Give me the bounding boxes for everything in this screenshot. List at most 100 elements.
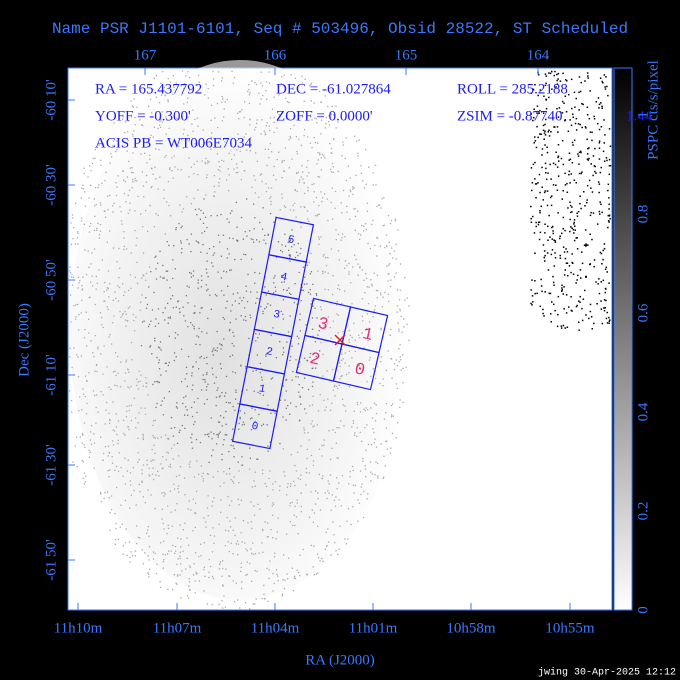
pixel [379, 382, 381, 385]
pixel [300, 300, 302, 302]
pixel [316, 215, 318, 217]
pixel [227, 168, 229, 170]
pixel [151, 112, 153, 114]
pixel [575, 282, 577, 284]
pixel [157, 322, 160, 324]
pixel [243, 319, 245, 321]
pixel [112, 140, 114, 142]
pixel [259, 508, 261, 510]
pixel [187, 414, 189, 416]
pixel [96, 364, 98, 366]
pixel [107, 445, 110, 447]
pixel [173, 488, 176, 490]
pixel [351, 303, 353, 305]
pixel [222, 234, 225, 236]
pixel [331, 105, 333, 108]
pixel [83, 483, 86, 485]
pixel [86, 345, 88, 347]
pixel [267, 536, 269, 538]
pixel [319, 350, 321, 352]
pixel [114, 543, 116, 545]
pixel [185, 395, 187, 397]
pixel [112, 444, 115, 446]
pixel [146, 464, 148, 466]
pixel [206, 363, 208, 365]
pixel [254, 485, 256, 487]
pixel [84, 249, 86, 251]
pixel [238, 482, 240, 484]
pixel [254, 217, 256, 219]
pixel [338, 259, 340, 261]
pixel [114, 370, 116, 372]
pixel [385, 369, 387, 371]
pixel [122, 313, 124, 315]
pixel [314, 503, 317, 505]
pixel [549, 196, 552, 199]
pixel [189, 77, 191, 79]
pixel [305, 324, 307, 326]
pixel [211, 505, 213, 507]
pixel [336, 387, 339, 390]
pixel [287, 241, 289, 244]
pixel [178, 145, 180, 147]
pixel [194, 552, 197, 554]
pixel [294, 575, 296, 577]
pixel [134, 550, 137, 552]
pixel [114, 291, 116, 293]
pixel [219, 241, 221, 243]
pixel [607, 226, 609, 229]
pixel [277, 517, 279, 519]
pixel [288, 254, 290, 257]
pixel [551, 226, 553, 229]
pixel [351, 357, 353, 359]
pixel [200, 209, 202, 212]
pixel [279, 443, 281, 445]
pixel [294, 505, 296, 507]
pixel [608, 128, 611, 130]
pixel [230, 310, 232, 312]
pixel [141, 171, 143, 173]
pixel [75, 304, 77, 306]
pixel [149, 346, 151, 348]
pixel [70, 222, 72, 224]
pixel [246, 149, 248, 151]
pixel [258, 241, 261, 243]
pixel [114, 430, 116, 432]
pixel [154, 340, 156, 342]
pixel [177, 485, 180, 487]
pixel [321, 455, 323, 457]
pixel [137, 422, 139, 424]
pixel [306, 573, 308, 575]
y-tick-label: -61 10' [43, 354, 59, 396]
pixel [308, 439, 310, 441]
pixel [128, 371, 130, 373]
pixel [560, 327, 563, 329]
info-text: DEC = -61.027864 [276, 81, 391, 97]
pixel [139, 380, 141, 382]
pixel [216, 102, 219, 105]
pixel [597, 283, 599, 285]
pixel [531, 88, 534, 90]
pixel [598, 158, 601, 160]
pixel [258, 298, 260, 300]
pixel [231, 158, 233, 160]
pixel [189, 566, 191, 569]
pixel [334, 377, 336, 379]
pixel [366, 381, 368, 383]
pixel [583, 244, 586, 246]
pixel [387, 215, 389, 217]
pixel [580, 151, 582, 154]
pixel [166, 553, 169, 555]
pixel [131, 133, 134, 135]
pixel [191, 372, 193, 374]
y-tick-label: -60 30' [43, 164, 59, 206]
pixel [173, 483, 175, 485]
pixel [190, 203, 192, 205]
pixel [299, 396, 301, 398]
pixel [76, 466, 78, 468]
pixel [261, 368, 263, 370]
pixel [548, 129, 550, 131]
pixel [585, 245, 587, 247]
pixel [557, 131, 559, 133]
pixel [323, 253, 325, 256]
